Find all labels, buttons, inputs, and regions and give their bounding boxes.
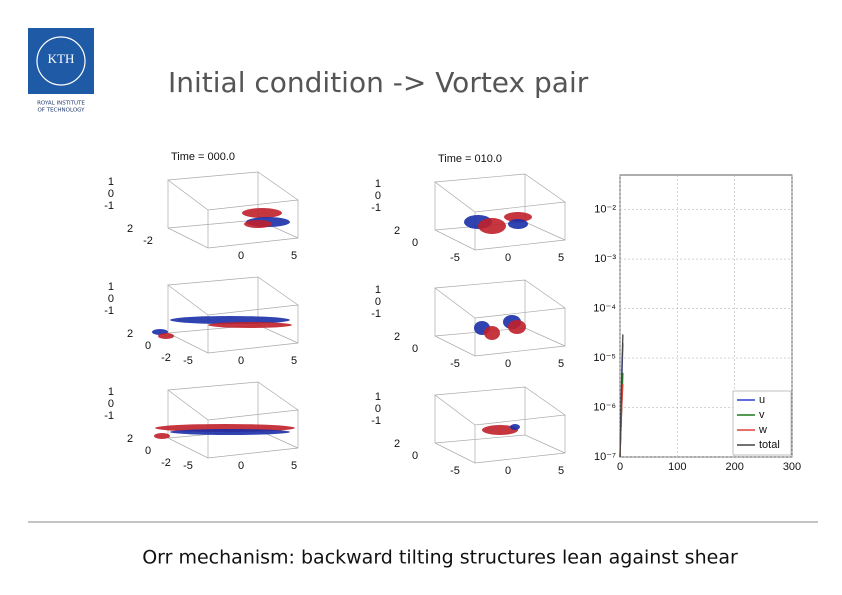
y-tick-label: 2 [394,331,400,343]
x-tick-label: -5 [183,355,193,367]
y-tick-label: 2 [394,438,400,450]
x-tick-label: -5 [450,465,460,477]
z-tick-label: -1 [104,200,114,212]
x-tick-label: 5 [558,465,564,477]
y-tick-label: 2 [394,225,400,237]
z-tick-label: 1 [375,284,381,296]
vortex-blob [504,212,532,222]
x-tick-label: 0 [238,460,244,472]
x-tick-label: 0 [238,250,244,262]
legend-label: total [759,439,780,451]
x-tick-label: 5 [558,358,564,370]
z-tick-label: 0 [375,296,381,308]
x-tick-label: 300 [783,461,801,473]
y-tick-label: -2 [161,352,171,364]
z-tick-label: -1 [371,202,381,214]
panel-title: Time = 010.0 [438,153,502,165]
y-tick-label: 0 [145,340,151,352]
z-tick-label: 1 [108,386,114,398]
slide-title: Initial condition -> Vortex pair [168,66,589,99]
vortex-blob [508,219,528,229]
y-tick-label: 2 [127,328,133,340]
axis-box [434,386,566,464]
z-tick-label: 0 [375,190,381,202]
x-tick-label: 5 [291,250,297,262]
z-tick-label: 0 [108,293,114,305]
panel-title: Time = 000.0 [171,151,235,163]
vortex-blob [484,326,500,340]
y-tick-label: 0 [412,450,418,462]
axis-box [434,173,566,251]
y-tick-label: 10⁻⁴ [593,302,616,314]
vortex-blob [478,218,506,234]
legend-label: u [759,394,765,406]
axis-box [167,381,299,459]
vortex-blob [242,208,282,218]
y-tick-label: 10⁻² [594,203,616,215]
z-tick-label: -1 [371,308,381,320]
y-tick-label: 2 [127,433,133,445]
x-tick-label: 5 [291,460,297,472]
axis-box [167,171,299,249]
y-tick-label: -2 [143,235,153,247]
x-tick-label: 100 [668,461,686,473]
logo-box [28,28,94,94]
y-tick-label: 0 [412,237,418,249]
legend-label: w [758,424,767,436]
x-tick-label: 0 [505,358,511,370]
caption: Orr mechanism: backward tilting structur… [142,547,738,569]
vortex-blob [170,429,290,435]
z-tick-label: 1 [108,176,114,188]
y-tick-label: 10⁻⁵ [593,352,616,364]
x-tick-label: 200 [725,461,743,473]
vortex-blob [170,316,290,324]
y-tick-label: 2 [127,223,133,235]
x-tick-label: 5 [558,252,564,264]
logo-subtitle: ROYAL INSTITUTE [37,101,85,107]
vortex-blob [244,220,272,228]
axis-box [434,279,566,357]
vortex-blob [208,322,292,328]
x-tick-label: 0 [505,252,511,264]
x-tick-label: 0 [617,461,623,473]
z-tick-label: 1 [375,391,381,403]
z-tick-label: 0 [108,188,114,200]
vortex-blob [482,425,518,435]
x-tick-label: 5 [291,355,297,367]
axis-box [167,276,299,354]
z-tick-label: 0 [108,398,114,410]
y-tick-label: 10⁻⁷ [594,451,616,463]
vortex-blob [510,424,520,430]
z-tick-label: -1 [371,415,381,427]
x-tick-label: 0 [505,465,511,477]
y-tick-label: -2 [161,457,171,469]
y-tick-label: 10⁻⁶ [593,401,616,413]
z-tick-label: -1 [104,305,114,317]
vortex-blob [508,320,526,334]
vortex-blob [158,333,174,339]
logo-subtitle: OF TECHNOLOGY [37,108,85,114]
x-tick-label: 0 [238,355,244,367]
vortex-blob [154,433,170,439]
z-tick-label: 0 [375,403,381,415]
logo-text: KTH [48,51,75,66]
z-tick-label: 1 [108,281,114,293]
x-tick-label: -5 [450,252,460,264]
y-tick-label: 10⁻³ [594,253,616,265]
legend-label: v [759,409,765,421]
y-tick-label: 0 [145,445,151,457]
x-tick-label: -5 [450,358,460,370]
logo-ring [36,36,86,86]
series-line [619,334,624,458]
z-tick-label: 1 [375,178,381,190]
x-tick-label: -5 [183,460,193,472]
y-tick-label: 0 [412,343,418,355]
z-tick-label: -1 [104,410,114,422]
